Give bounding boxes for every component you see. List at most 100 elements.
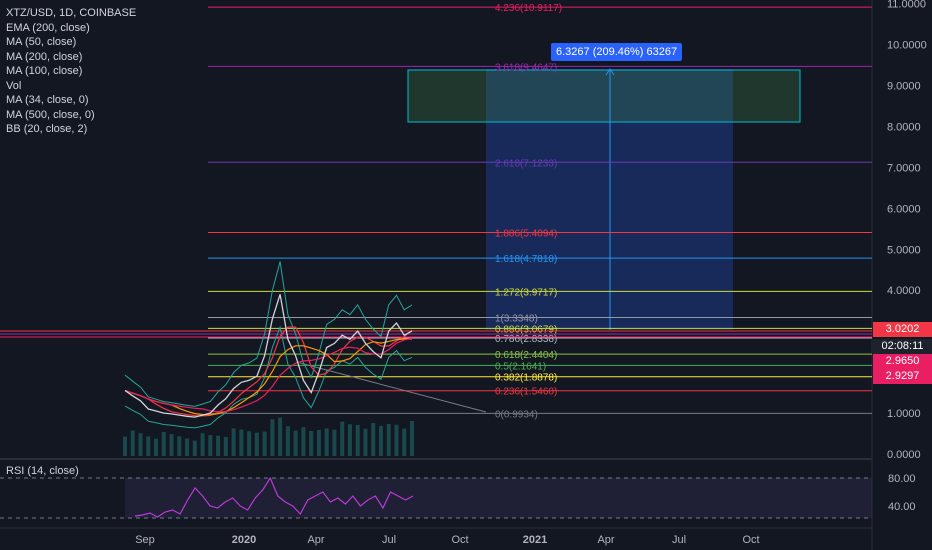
x-tick-label: Oct <box>742 534 759 546</box>
volume-bar <box>293 430 298 456</box>
volume-bar <box>285 426 290 456</box>
fib-level-label: 4.236(10.9117) <box>495 3 562 14</box>
volume-bar <box>161 432 166 456</box>
volume-bar <box>254 432 259 456</box>
rsi-series[interactable] <box>134 476 414 518</box>
y-tick-label: 8.0000 <box>887 121 921 133</box>
volume-bar <box>316 430 321 456</box>
last-price-badge: 3.0202 <box>873 322 932 337</box>
y-tick-label: 7.0000 <box>887 162 921 174</box>
fib-level-label: 1.886(5.4094) <box>495 228 557 239</box>
fib-level-label: 0(0.9934) <box>495 409 538 420</box>
indicator-bb[interactable]: BB (20, close, 2) <box>6 123 88 135</box>
fib-level-label: 0.236(1.5460) <box>495 387 557 398</box>
y-tick-label: 11.0000 <box>887 0 926 11</box>
volume-bar <box>402 428 407 456</box>
volume-bar <box>200 433 205 456</box>
volume-bar <box>301 427 306 456</box>
x-tick-label: 2021 <box>523 534 547 546</box>
y-tick-label: 4.0000 <box>887 285 921 297</box>
y-tick-label: 10.0000 <box>887 40 927 52</box>
volume-bar <box>270 419 275 456</box>
rsi-band <box>125 478 872 518</box>
y-tick-label: 9.0000 <box>887 80 921 92</box>
x-tick-label: Sep <box>135 534 155 546</box>
volume-bar <box>231 428 236 456</box>
rsi-level-label: 80.00 <box>888 473 916 485</box>
rsi-legend[interactable]: RSI (14, close) <box>6 465 79 477</box>
volume-bar <box>347 424 352 456</box>
trend-line[interactable] <box>299 362 487 413</box>
symbol-title[interactable]: XTZ/USD, 1D, COINBASE <box>6 7 137 19</box>
volume-bar <box>239 429 244 456</box>
volume-bar <box>278 417 283 456</box>
bb-upper-line <box>124 261 413 407</box>
indicator-ma-500[interactable]: MA (500, close, 0) <box>6 108 95 121</box>
fib-level-label: 2.618(7.1233) <box>495 158 557 169</box>
countdown-badge: 02:08:11 <box>873 339 932 354</box>
fib-level-label: 1.618(4.7818) <box>495 254 557 265</box>
measure-label: 6.3267 (209.46%) 63267 <box>551 43 683 61</box>
volume-bar <box>185 438 190 456</box>
volume-bar <box>123 436 127 456</box>
volume-bar <box>169 434 174 456</box>
price-axis[interactable]: 11.0000 10.0000 9.0000 8.0000 7.0000 6.0000 5.… <box>887 0 927 461</box>
volume-bar <box>216 435 221 456</box>
volume-bar <box>262 431 267 456</box>
fib-level-label: 0.618(2.4404) <box>495 350 557 361</box>
volume-bar <box>332 429 337 456</box>
indicator-ma-200[interactable]: MA (200, close) <box>6 50 83 63</box>
y-tick-label: 1.0000 <box>887 408 921 420</box>
price-badge-b: 2.9297 <box>873 369 932 384</box>
moving-average-line <box>124 337 413 413</box>
x-tick-label: Apr <box>597 534 614 546</box>
fib-level-label: 0.5(2.1641) <box>495 361 546 372</box>
volume-bar <box>208 435 213 456</box>
volume-histogram <box>123 417 414 456</box>
moving-average-lines <box>124 326 413 417</box>
x-tick-label: Apr <box>307 534 324 546</box>
volume-bar <box>386 424 391 456</box>
bollinger-bands <box>124 261 413 429</box>
price-series[interactable] <box>124 294 413 418</box>
time-axis[interactable]: Sep 2020 Apr Jul Oct 2021 Apr Jul Oct <box>135 534 759 546</box>
volume-bar <box>154 438 159 456</box>
x-tick-label: Oct <box>451 534 468 546</box>
fib-level-label: 3.618(9.4647) <box>495 62 557 73</box>
y-tick-label: 5.0000 <box>887 244 921 256</box>
fib-level-label: 1.272(3.9717) <box>495 287 557 298</box>
indicator-ema-200[interactable]: EMA (200, close) <box>6 21 90 34</box>
chart-legend: XTZ/USD, 1D, COINBASE EMA (200, close) M… <box>6 6 136 137</box>
indicator-ma-100[interactable]: MA (100, close) <box>6 65 83 77</box>
y-tick-label: 0.0000 <box>887 449 921 461</box>
volume-bar <box>355 425 360 456</box>
indicator-ma-34[interactable]: MA (34, close, 0) <box>6 94 89 106</box>
fib-level-label: 0.382(1.8878) <box>495 373 557 384</box>
volume-bar <box>223 436 228 456</box>
x-tick-label: Jul <box>382 534 396 546</box>
volume-bar <box>378 425 383 456</box>
volume-bar <box>394 424 399 456</box>
volume-bar <box>371 423 376 456</box>
measure-arrow-head <box>605 68 615 76</box>
fib-level-label: 0.786(2.8338) <box>495 334 557 345</box>
indicator-vol[interactable]: Vol <box>6 79 22 92</box>
indicator-ma-50[interactable]: MA (50, close) <box>6 36 77 48</box>
volume-bar <box>130 430 135 456</box>
volume-bar <box>177 436 182 456</box>
volume-bar <box>309 431 314 456</box>
volume-bar <box>192 440 197 456</box>
volume-bar <box>410 421 414 456</box>
y-tick-label: 6.0000 <box>887 203 921 215</box>
volume-bar <box>324 428 329 456</box>
volume-bar <box>363 428 368 456</box>
fib-level-label: 1(3.3348) <box>495 313 538 324</box>
fib-level-label: 0.886(3.0679) <box>495 324 557 335</box>
moving-average-line <box>124 326 413 417</box>
fibonacci-extension[interactable]: 4.236(10.9117) 3.618(9.4647) 2.618(7.1233)… <box>208 3 872 420</box>
x-tick-label: Jul <box>672 534 686 546</box>
target-zone-box[interactable] <box>407 69 801 123</box>
volume-bar <box>340 421 345 456</box>
